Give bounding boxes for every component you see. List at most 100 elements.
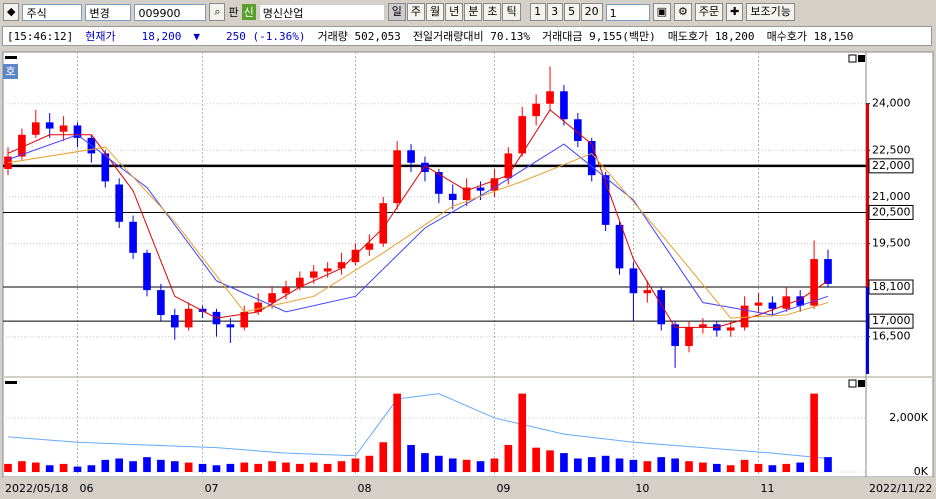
candle-body bbox=[212, 311, 221, 325]
candle-body bbox=[754, 302, 763, 306]
y-tick-label: 21,000 bbox=[872, 190, 911, 203]
panel-max[interactable] bbox=[848, 379, 857, 388]
stock-name: 명신산업 bbox=[258, 3, 385, 21]
volume-bar bbox=[490, 458, 499, 472]
side-button[interactable] bbox=[3, 64, 18, 79]
y-tick-label: 16,500 bbox=[872, 330, 911, 343]
candle-body bbox=[768, 302, 777, 309]
candle-body bbox=[574, 119, 582, 141]
code-input[interactable]: 009900 bbox=[134, 3, 207, 21]
plus-button[interactable]: ✚ bbox=[726, 3, 744, 21]
candle-body bbox=[560, 91, 568, 120]
x-tick-label: 07 bbox=[205, 482, 219, 495]
volume-bar bbox=[462, 459, 471, 472]
volume-bar bbox=[282, 462, 290, 472]
price: 18,200 bbox=[141, 29, 182, 43]
toolbar-button[interactable]: 1 bbox=[529, 3, 546, 21]
y-tick-label: 22,500 bbox=[872, 143, 911, 156]
candle-body bbox=[115, 184, 124, 222]
volume-bar bbox=[365, 455, 374, 472]
count-input[interactable]: 1 bbox=[605, 3, 650, 21]
volume: 거래량 502,053 bbox=[317, 30, 401, 43]
volume-bar bbox=[615, 458, 624, 472]
change-select[interactable]: 변경 bbox=[85, 3, 132, 21]
volume-bar bbox=[379, 442, 388, 472]
volume-bar bbox=[435, 455, 443, 472]
volume-bar bbox=[476, 461, 485, 472]
search-button[interactable]: ⌕ bbox=[209, 3, 226, 21]
volume-bar bbox=[824, 457, 832, 472]
candle-body bbox=[782, 296, 791, 309]
volume-bar bbox=[393, 393, 401, 472]
aux-button[interactable]: 보조기능 bbox=[746, 3, 795, 21]
chart-area bbox=[2, 51, 934, 478]
toolbar-button[interactable]: 20 bbox=[580, 3, 603, 21]
candle-body bbox=[129, 221, 137, 253]
candle-body bbox=[448, 193, 457, 201]
candle-body bbox=[615, 224, 624, 269]
candle-body bbox=[601, 175, 610, 225]
volume-bar bbox=[323, 463, 332, 472]
toolbar-button[interactable]: 월 bbox=[425, 3, 445, 21]
toolbar-button[interactable]: 분 bbox=[464, 3, 483, 21]
volume-bar bbox=[101, 459, 110, 472]
volume-bar bbox=[45, 465, 54, 472]
candle-body bbox=[796, 296, 805, 306]
order-button[interactable]: 주문 bbox=[694, 3, 724, 21]
volume-bar bbox=[643, 461, 652, 472]
toolbar-button[interactable]: 5 bbox=[563, 3, 580, 21]
candle-body bbox=[435, 172, 443, 194]
volume-bar bbox=[796, 462, 805, 472]
volume-bar bbox=[629, 459, 638, 472]
candle-body bbox=[337, 262, 346, 269]
candle-body bbox=[184, 308, 193, 328]
candle-body bbox=[240, 311, 249, 328]
candle-body bbox=[393, 150, 401, 204]
candle-body bbox=[712, 324, 721, 331]
volume-bar bbox=[810, 393, 818, 472]
nav-icon[interactable]: ◆ bbox=[3, 3, 20, 21]
candle-body bbox=[170, 314, 179, 328]
toolbar-button[interactable]: 틱 bbox=[502, 3, 521, 21]
candle-body bbox=[462, 187, 471, 201]
volume-bar bbox=[184, 462, 193, 472]
volume-bar bbox=[226, 463, 235, 472]
candle-body bbox=[101, 153, 110, 182]
amount: 거래대금 9,155(백만) bbox=[542, 30, 656, 43]
volume-bar bbox=[782, 463, 791, 472]
volume-bar bbox=[754, 463, 763, 472]
panel-max[interactable] bbox=[848, 54, 857, 63]
volume-bar bbox=[73, 466, 82, 472]
panel-close[interactable] bbox=[858, 380, 865, 387]
toolbar-button[interactable]: 3 bbox=[546, 3, 563, 21]
volume-bar bbox=[18, 461, 26, 472]
volume-bar bbox=[351, 458, 360, 472]
volume-bar bbox=[448, 458, 457, 472]
panel-handle bbox=[5, 381, 17, 384]
save-icon[interactable]: ▣ bbox=[652, 3, 671, 21]
candle-body bbox=[268, 293, 276, 303]
toolbar-button[interactable]: 일 bbox=[387, 3, 406, 21]
time: [15:46:12] bbox=[7, 29, 74, 43]
volume-bar bbox=[421, 453, 429, 472]
settings-icon[interactable]: ⚙ bbox=[674, 3, 692, 21]
candle-body bbox=[73, 125, 82, 138]
candle-body bbox=[504, 153, 513, 179]
panel-close[interactable] bbox=[858, 55, 865, 62]
toolbar-button[interactable]: 년 bbox=[445, 3, 464, 21]
moving-average-line bbox=[7, 134, 829, 316]
candle-body bbox=[810, 259, 818, 306]
toolbar-button[interactable]: 초 bbox=[483, 3, 502, 21]
market-select[interactable]: 주식 bbox=[22, 3, 83, 21]
volume-ma-line bbox=[7, 393, 829, 459]
x-tick-label: 06 bbox=[79, 482, 93, 495]
candle-body bbox=[629, 268, 638, 294]
volume-bar bbox=[129, 461, 137, 472]
volume-bar bbox=[712, 463, 721, 472]
volume-bar bbox=[87, 465, 96, 472]
toolbar-button[interactable]: 주 bbox=[406, 3, 425, 21]
candle-body bbox=[296, 277, 304, 288]
volume-bar bbox=[532, 447, 540, 472]
x-axis-area bbox=[3, 477, 933, 499]
y-tick-label: 24,000 bbox=[872, 97, 911, 110]
